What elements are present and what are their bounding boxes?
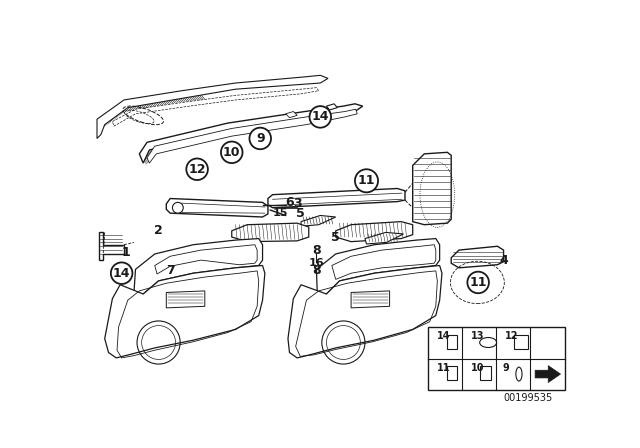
Text: 2: 2 — [154, 224, 163, 237]
Text: 9: 9 — [256, 132, 264, 145]
Text: 00199535: 00199535 — [504, 392, 553, 403]
Polygon shape — [99, 233, 124, 260]
Text: 1: 1 — [122, 246, 131, 259]
Text: 5: 5 — [296, 207, 305, 220]
Polygon shape — [113, 88, 319, 126]
Polygon shape — [105, 266, 265, 358]
Text: 10: 10 — [471, 363, 484, 373]
Polygon shape — [535, 366, 561, 383]
Bar — [428, 327, 565, 390]
Polygon shape — [166, 291, 205, 308]
Polygon shape — [413, 152, 451, 225]
Text: 11: 11 — [469, 276, 487, 289]
Polygon shape — [166, 198, 268, 217]
Polygon shape — [326, 104, 337, 110]
Circle shape — [186, 159, 208, 180]
Circle shape — [172, 202, 183, 213]
Text: 6: 6 — [285, 196, 294, 209]
Polygon shape — [147, 109, 357, 163]
Polygon shape — [140, 104, 363, 163]
Text: 10: 10 — [223, 146, 241, 159]
Polygon shape — [301, 215, 336, 226]
Text: 14: 14 — [312, 110, 329, 123]
Polygon shape — [134, 238, 262, 299]
Circle shape — [355, 169, 378, 192]
Text: 8: 8 — [312, 244, 321, 257]
Polygon shape — [316, 238, 440, 299]
Text: 15: 15 — [273, 208, 288, 218]
Circle shape — [111, 263, 132, 284]
Text: 12: 12 — [188, 163, 206, 176]
Text: 14: 14 — [113, 267, 131, 280]
Text: 5: 5 — [332, 231, 340, 244]
Polygon shape — [232, 223, 308, 241]
Polygon shape — [451, 246, 504, 268]
Circle shape — [310, 106, 331, 128]
Polygon shape — [336, 222, 413, 241]
Polygon shape — [351, 291, 390, 308]
Text: 3: 3 — [293, 198, 301, 211]
Text: 4: 4 — [499, 254, 508, 267]
Text: 16: 16 — [308, 258, 324, 268]
Polygon shape — [285, 112, 297, 118]
Circle shape — [250, 128, 271, 149]
Text: 14: 14 — [437, 332, 451, 341]
Circle shape — [467, 271, 489, 293]
Text: 11: 11 — [437, 363, 451, 373]
Text: 7: 7 — [166, 264, 175, 277]
Circle shape — [221, 142, 243, 163]
Text: 11: 11 — [358, 174, 375, 187]
Polygon shape — [365, 233, 403, 244]
Text: 13: 13 — [471, 332, 484, 341]
Text: 12: 12 — [505, 332, 518, 341]
Text: 9: 9 — [502, 363, 509, 373]
Polygon shape — [97, 75, 328, 138]
Text: 8: 8 — [312, 264, 321, 277]
Polygon shape — [288, 266, 442, 358]
Polygon shape — [268, 189, 405, 208]
